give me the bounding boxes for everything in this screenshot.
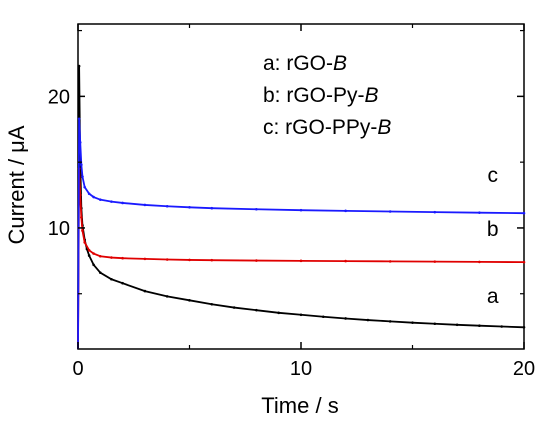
- data-point-b-4: [83, 241, 86, 244]
- data-point-c-17: [388, 210, 392, 213]
- data-point-b-10: [143, 257, 147, 261]
- series-b: [77, 167, 526, 350]
- data-point-c-13: [210, 206, 214, 210]
- data-point-b-8: [110, 256, 113, 259]
- data-point-c-1: [78, 141, 82, 144]
- legend: a: rGO-B b: rGO-Py-B c: rGO-PPy-B: [263, 52, 391, 139]
- data-point-b-6: [92, 252, 95, 255]
- data-point-b-7: [99, 254, 102, 258]
- series-a: [77, 64, 526, 350]
- data-point-a-20: [344, 317, 347, 320]
- data-point-a-21: [366, 318, 370, 322]
- data-point-a-24: [433, 322, 437, 326]
- data-point-a-22: [388, 320, 392, 323]
- data-point-a-19: [322, 315, 325, 319]
- data-point-a-13: [188, 299, 191, 302]
- data-point-c-5: [87, 192, 91, 196]
- legend-entry-a-prefix: a: rGO-: [263, 52, 333, 75]
- data-point-a-11: [143, 289, 147, 293]
- series-layer: [77, 64, 526, 350]
- data-point-c-10: [143, 203, 147, 207]
- data-point-c-3: [81, 175, 84, 178]
- data-point-b-11: [165, 258, 169, 261]
- data-point-c-20: [522, 211, 526, 215]
- curve-label-c: c: [488, 164, 499, 187]
- data-point-b-17: [388, 260, 392, 263]
- data-point-c-7: [99, 198, 102, 201]
- data-point-b-16: [344, 259, 347, 263]
- data-point-b-13: [210, 258, 214, 262]
- legend-entry-b-suffix: B: [365, 84, 379, 107]
- data-point-b-2: [80, 216, 83, 219]
- x-tick-label-20: 20: [513, 358, 535, 380]
- data-point-a-27: [500, 325, 504, 328]
- data-point-b-18: [433, 260, 437, 263]
- data-point-a-23: [411, 321, 414, 324]
- data-point-a-12: [165, 295, 169, 298]
- data-point-a-8: [99, 271, 102, 274]
- data-point-a-16: [255, 308, 258, 312]
- data-point-c-0: [77, 117, 81, 121]
- y-axis-title: Current / μA: [4, 125, 29, 244]
- data-point-a-28: [522, 325, 526, 329]
- data-point-b-15: [299, 259, 303, 263]
- data-point-c-14: [255, 207, 258, 211]
- data-point-b-19: [478, 260, 481, 264]
- legend-entry-c-prefix: c: rGO-PPy-: [263, 116, 377, 139]
- data-point-a-18: [299, 313, 303, 317]
- data-point-a-15: [232, 306, 236, 309]
- data-point-a-9: [110, 277, 113, 281]
- data-point-b-9: [121, 256, 124, 260]
- legend-entry-a: a: rGO-B: [263, 52, 347, 75]
- data-point-c-6: [92, 195, 95, 199]
- y-tick-label-10: 10: [48, 218, 70, 240]
- x-axis-title: Time / s: [261, 393, 338, 418]
- series-c: [77, 117, 526, 350]
- data-point-b-12: [188, 258, 191, 262]
- legend-entry-b: b: rGO-Py-B: [263, 84, 379, 107]
- x-tick-label-0: 0: [72, 358, 83, 380]
- series-line-c: [77, 118, 525, 350]
- data-point-b-3: [81, 229, 84, 232]
- curve-label-a: a: [487, 285, 499, 308]
- data-point-c-16: [344, 209, 347, 213]
- data-point-a-14: [210, 302, 214, 306]
- data-point-b-5: [87, 249, 91, 252]
- curve-label-b: b: [487, 218, 499, 241]
- data-point-c-4: [83, 185, 86, 189]
- data-point-a-6: [87, 254, 91, 257]
- ticks-layer: 0 10 20 10 20: [48, 24, 535, 380]
- data-point-a-10: [121, 281, 124, 285]
- data-point-a-7: [92, 263, 95, 267]
- data-point-c-12: [188, 205, 191, 209]
- data-point-b-20: [522, 260, 526, 264]
- data-point-a-17: [277, 311, 281, 315]
- legend-entry-a-suffix: B: [333, 52, 347, 75]
- legend-entry-c: c: rGO-PPy-B: [263, 116, 391, 139]
- data-point-c-9: [121, 201, 124, 205]
- data-point-c-11: [165, 204, 169, 208]
- data-point-b-14: [255, 259, 258, 262]
- data-point-a-0: [77, 64, 81, 68]
- data-point-c-15: [299, 208, 303, 212]
- data-point-c-2: [80, 163, 83, 167]
- legend-entry-b-prefix: b: rGO-Py-: [263, 84, 365, 107]
- y-tick-label-20: 20: [48, 86, 70, 108]
- data-point-c-19: [478, 211, 481, 214]
- x-tick-label-10: 10: [290, 358, 312, 380]
- legend-entry-c-suffix: B: [377, 116, 391, 139]
- data-point-a-26: [478, 324, 481, 328]
- data-point-a-25: [455, 323, 459, 327]
- labels-layer: a b c: [487, 164, 499, 308]
- series-line-b: [77, 168, 525, 350]
- data-point-c-8: [110, 200, 113, 203]
- series-line-a: [77, 66, 525, 350]
- data-point-c-18: [433, 210, 437, 214]
